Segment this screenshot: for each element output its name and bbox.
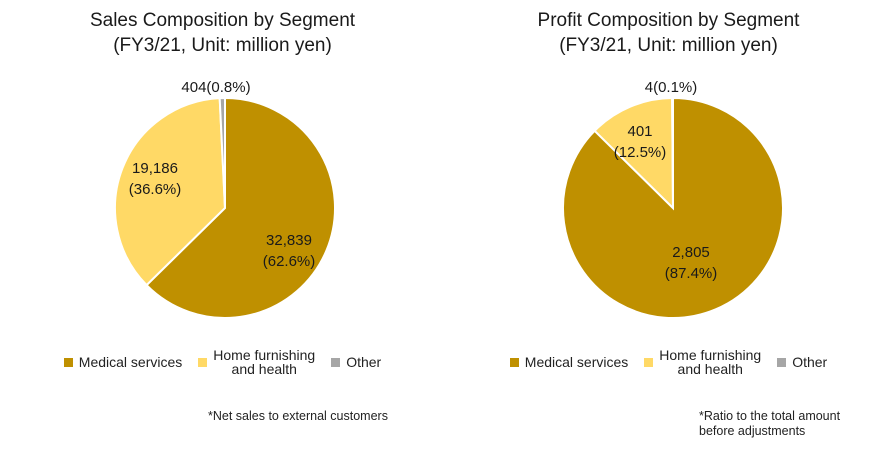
legend-label-other: Other: [346, 354, 382, 370]
profit-legend: Medical services Home furnishing and hea…: [446, 344, 891, 380]
data-label-other: 4(0.1%): [645, 79, 698, 96]
slice-home: [593, 96, 675, 211]
chart-title: Sales Composition by Segment (FY3/21, Un…: [0, 8, 445, 58]
slice-other: [218, 96, 226, 209]
chart-title-main: Profit Composition by Segment: [537, 10, 800, 31]
data-label-home: 19,186 (36.6%): [129, 160, 182, 198]
data-label-medical: 32,839 (62.6%): [263, 232, 316, 270]
chart-title: Profit Composition by Segment (FY3/21, U…: [446, 8, 891, 58]
legend-swatch-medical: [509, 357, 519, 367]
legend-swatch-home: [198, 357, 208, 367]
legend-swatch-other: [777, 357, 787, 367]
slice-home: [114, 97, 227, 287]
legend-item-home: Home furnishing and health: [644, 348, 761, 376]
chart-title-main: Sales Composition by Segment: [89, 10, 356, 31]
profit-pie: 2,805 (87.4%) 401 (12.5%) 4(0.1%): [562, 79, 784, 319]
legend-label-home: Home furnishing and health: [659, 347, 762, 377]
legend-swatch-medical: [63, 357, 73, 367]
chart-subtitle: (FY3/21, Unit: million yen): [113, 35, 332, 56]
legend-item-other: Other: [777, 355, 827, 369]
legend-label-medical: Medical services: [78, 354, 183, 370]
legend-item-other: Other: [331, 355, 381, 369]
data-label-other: 404(0.8%): [181, 79, 250, 96]
legend-label-home: Home furnishing and health: [213, 347, 316, 377]
profit-footnote: *Ratio to the total amount before adjust…: [699, 409, 841, 438]
sales-footnote: *Net sales to external customers: [208, 409, 388, 423]
legend-label-medical: Medical services: [524, 354, 629, 370]
chart-subtitle: (FY3/21, Unit: million yen): [559, 35, 778, 56]
sales-composition-chart: Sales Composition by Segment (FY3/21, Un…: [0, 0, 445, 455]
profit-composition-chart: Profit Composition by Segment (FY3/21, U…: [446, 0, 891, 455]
legend-item-home: Home furnishing and health: [198, 348, 315, 376]
legend-item-medical: Medical services: [63, 354, 183, 370]
legend-item-medical: Medical services: [509, 354, 629, 370]
data-label-medical: 2,805 (87.4%): [665, 244, 718, 282]
sales-legend: Medical services Home furnishing and hea…: [0, 344, 445, 380]
slice-medical: [145, 96, 336, 319]
legend-swatch-other: [331, 357, 341, 367]
legend-swatch-home: [644, 357, 654, 367]
slice-other: [671, 96, 674, 209]
data-label-home: 401 (12.5%): [614, 123, 667, 161]
sales-pie: 32,839 (62.6%) 19,186 (36.6%) 404(0.8%): [114, 79, 336, 319]
legend-label-other: Other: [792, 354, 828, 370]
